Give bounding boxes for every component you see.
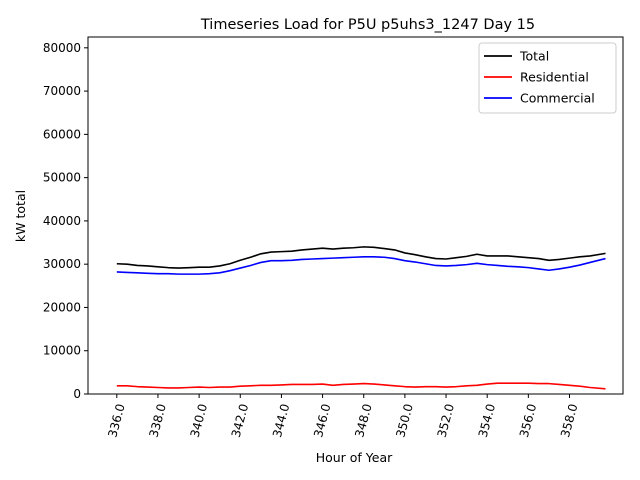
legend-label-residential: Residential [520, 70, 589, 85]
chart-title: Timeseries Load for P5U p5uhs3_1247 Day … [200, 17, 535, 33]
legend-label-commercial: Commercial [520, 91, 595, 106]
y-tick-label: 80000 [43, 41, 81, 55]
y-tick-label: 70000 [43, 84, 81, 98]
plot-frame [87, 36, 624, 395]
legend-box [478, 42, 617, 114]
y-tick-label: 10000 [43, 344, 81, 358]
y-tick-label: 20000 [43, 300, 81, 314]
series-line-commercial [116, 256, 606, 275]
y-tick-label: 40000 [43, 214, 81, 228]
y-tick-label: 0 [73, 387, 81, 401]
y-tick-label: 30000 [43, 257, 81, 271]
series-lines [116, 246, 606, 390]
series-line-total [116, 246, 606, 269]
series-line-residential [116, 382, 606, 390]
y-axis-title: kW total [13, 190, 28, 242]
y-axis-ticks: 0 10000 20000 30000 40000 50000 60000 70000 8000… [43, 41, 88, 401]
x-axis-title: Hour of Year [316, 450, 393, 465]
y-tick-label: 50000 [43, 171, 81, 185]
legend: Total Residential Commercial [478, 42, 617, 114]
y-tick-label: 60000 [43, 127, 81, 141]
legend-label-total: Total [519, 49, 549, 64]
